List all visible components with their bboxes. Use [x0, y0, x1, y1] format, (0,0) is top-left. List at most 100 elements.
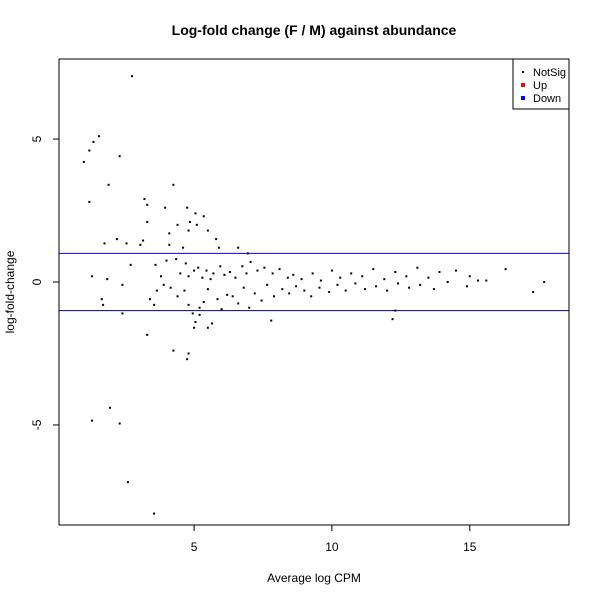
data-point: [300, 278, 303, 281]
data-point: [375, 285, 378, 288]
x-tick-label: 15: [463, 540, 477, 554]
data-point: [102, 303, 105, 306]
data-point: [219, 265, 222, 268]
data-point: [237, 246, 240, 249]
data-point: [454, 269, 457, 272]
data-point: [183, 289, 186, 292]
data-point: [88, 200, 91, 203]
legend-marker-notsig: [522, 71, 524, 73]
data-point: [146, 220, 149, 223]
data-point: [82, 160, 85, 163]
data-point: [153, 512, 156, 515]
data-point: [386, 289, 389, 292]
data-point: [121, 312, 124, 315]
data-point: [109, 406, 111, 409]
data-point: [438, 270, 441, 273]
data-point: [194, 321, 197, 324]
data-point: [543, 280, 546, 283]
data-point: [432, 288, 435, 291]
data-point: [394, 270, 397, 273]
data-point: [231, 295, 234, 298]
data-point: [427, 276, 430, 279]
data-point: [354, 282, 357, 285]
data-point: [226, 293, 229, 296]
data-point: [504, 268, 507, 271]
legend-label-down: Down: [533, 93, 561, 105]
data-point: [100, 298, 103, 301]
data-point: [198, 313, 201, 316]
x-axis-label: Average log CPM: [267, 571, 361, 585]
data-point: [223, 273, 226, 276]
data-point: [179, 272, 182, 275]
legend-marker-down: [521, 96, 525, 100]
data-point: [336, 283, 339, 286]
data-point: [361, 275, 364, 278]
legend-label-up: Up: [533, 80, 547, 92]
data-point: [193, 326, 196, 329]
data-point: [391, 318, 394, 321]
data-point: [278, 268, 281, 271]
data-point: [164, 206, 167, 209]
data-point: [241, 265, 244, 268]
data-point: [220, 308, 223, 311]
data-point: [215, 238, 218, 241]
y-axis-label: log-fold-change: [3, 250, 17, 333]
data-point: [202, 301, 205, 304]
data-point: [446, 280, 449, 283]
x-tick-label: 5: [191, 540, 198, 554]
data-point: [319, 279, 322, 282]
data-point: [211, 322, 213, 325]
threshold-lines: [59, 252, 569, 312]
data-point: [187, 303, 190, 306]
data-point: [172, 349, 175, 352]
legend: NotSig Up Down: [512, 58, 570, 110]
data-point: [176, 223, 179, 226]
data-point: [206, 229, 209, 232]
data-point: [103, 242, 106, 245]
data-point: [187, 229, 190, 232]
data-point: [212, 272, 215, 275]
data-point: [88, 149, 91, 152]
data-point: [92, 140, 95, 143]
data-point: [216, 298, 219, 301]
data-point: [206, 326, 209, 329]
data-point: [154, 263, 157, 266]
x-axis-ticks: 5 10 15: [191, 525, 477, 554]
data-point: [328, 291, 331, 293]
data-point: [187, 352, 190, 355]
data-point: [162, 283, 165, 286]
data-point: [310, 295, 313, 298]
data-point: [125, 242, 128, 245]
data-point: [139, 243, 142, 246]
y-tick-label: 5: [30, 135, 44, 142]
data-point: [532, 291, 535, 293]
data-point: [146, 203, 149, 206]
data-point: [188, 220, 191, 223]
data-point: [405, 275, 408, 278]
data-point: [263, 266, 266, 269]
plot-frame: [58, 58, 570, 526]
data-point: [107, 183, 110, 186]
data-point: [148, 298, 151, 301]
data-point: [106, 278, 109, 281]
data-point: [408, 286, 411, 289]
data-point: [142, 239, 145, 242]
data-point: [165, 259, 168, 262]
data-points: [82, 75, 546, 515]
data-point: [228, 270, 231, 273]
chart-title: Log-fold change (F / M) against abundanc…: [172, 22, 457, 38]
data-point: [169, 286, 172, 289]
data-point: [143, 198, 146, 201]
data-point: [201, 276, 204, 279]
data-point: [205, 269, 208, 272]
data-point: [245, 272, 248, 275]
data-point: [383, 278, 386, 281]
data-point: [350, 272, 353, 275]
data-point: [97, 135, 100, 138]
data-point: [172, 183, 175, 186]
data-point: [364, 288, 366, 291]
data-point: [344, 289, 347, 292]
data-point: [191, 312, 194, 315]
data-point: [121, 283, 124, 286]
